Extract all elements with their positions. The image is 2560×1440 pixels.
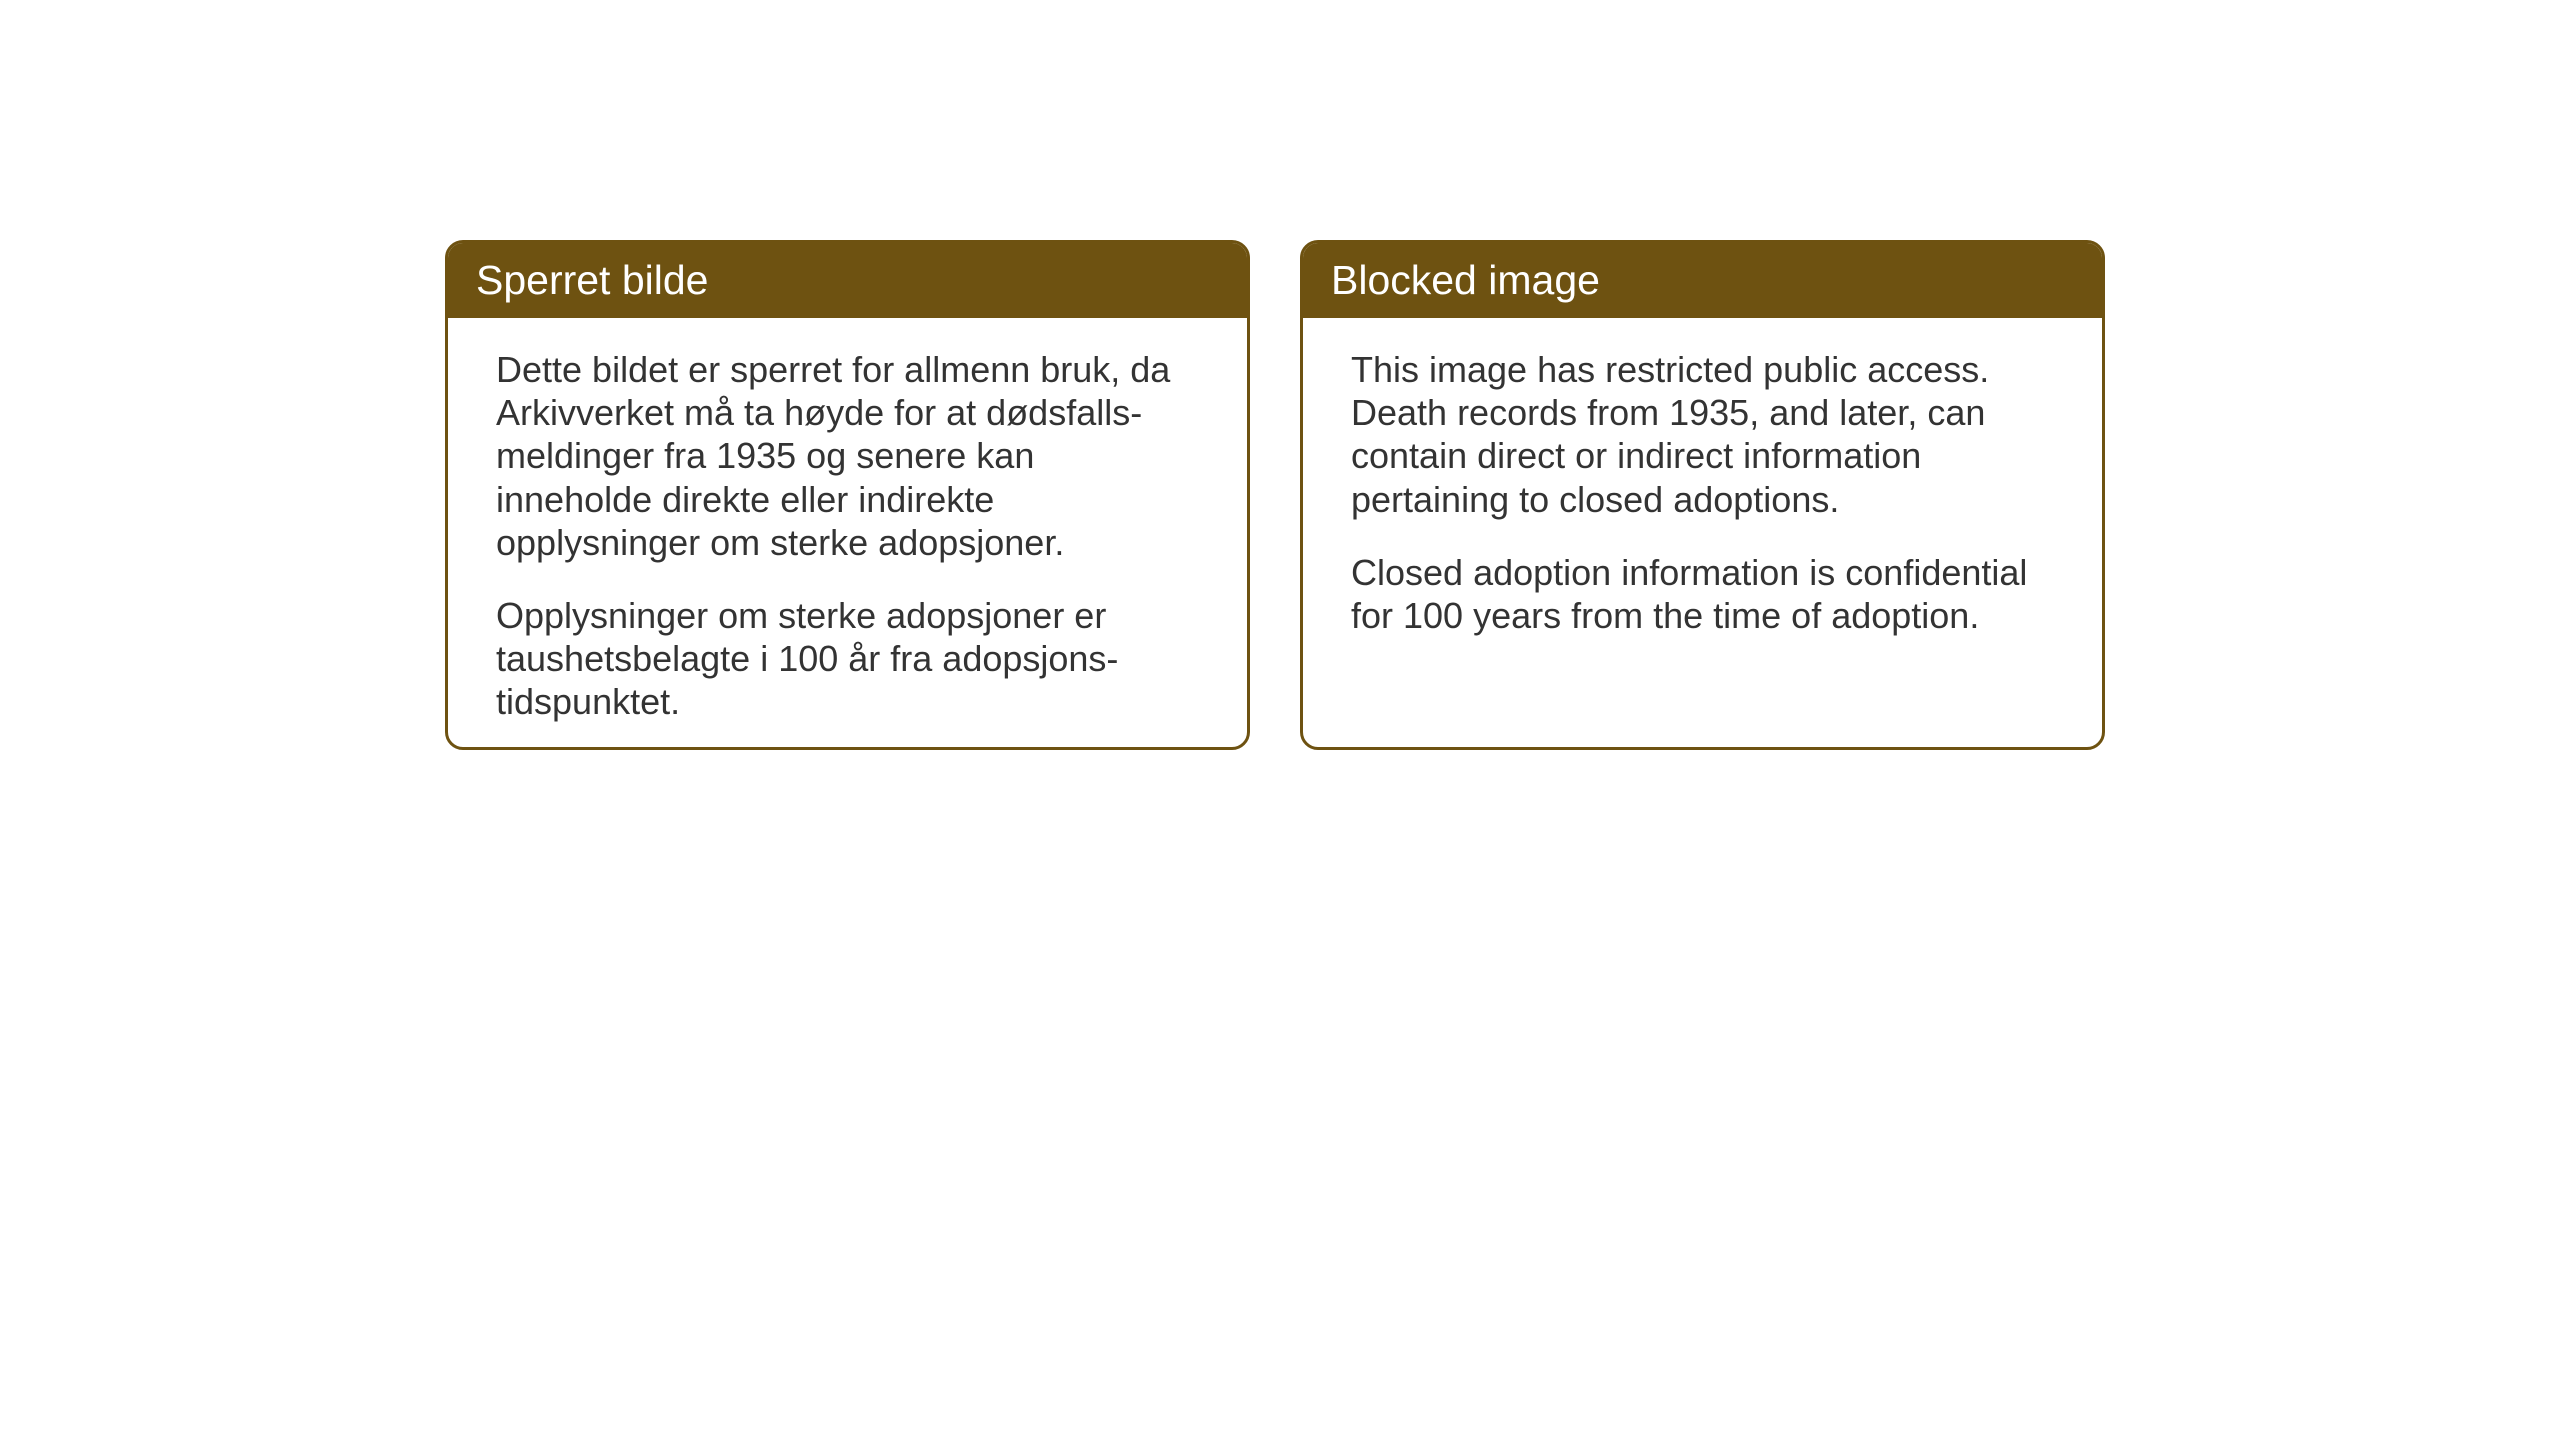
card-paragraph2-english: Closed adoption information is confident… [1351, 551, 2054, 637]
card-body-norwegian: Dette bildet er sperret for allmenn bruk… [448, 318, 1247, 750]
cards-container: Sperret bilde Dette bildet er sperret fo… [445, 240, 2105, 750]
card-english: Blocked image This image has restricted … [1300, 240, 2105, 750]
card-paragraph2-norwegian: Opplysninger om sterke adopsjoner er tau… [496, 594, 1199, 724]
card-norwegian: Sperret bilde Dette bildet er sperret fo… [445, 240, 1250, 750]
card-paragraph1-norwegian: Dette bildet er sperret for allmenn bruk… [496, 348, 1199, 564]
card-title-norwegian: Sperret bilde [476, 257, 708, 303]
card-body-english: This image has restricted public access.… [1303, 318, 2102, 677]
card-header-english: Blocked image [1303, 243, 2102, 318]
card-header-norwegian: Sperret bilde [448, 243, 1247, 318]
card-paragraph1-english: This image has restricted public access.… [1351, 348, 2054, 521]
card-title-english: Blocked image [1331, 257, 1600, 303]
